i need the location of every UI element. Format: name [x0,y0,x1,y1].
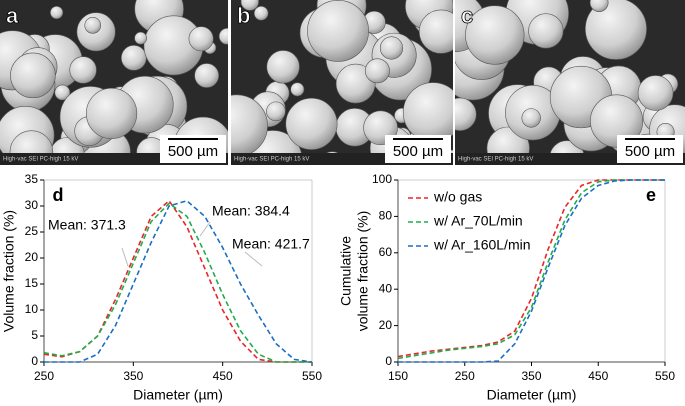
particle [9,130,54,165]
y-tick-label: 100 [372,172,392,186]
particle [253,5,269,21]
x-tick-label: 450 [588,369,608,383]
particle [637,75,674,111]
plot-frame [397,179,666,363]
particle [84,17,102,34]
particle [134,31,147,45]
annotation: Mean: 421.7 [232,236,310,252]
x-tick-label: 350 [123,369,143,383]
x-tick-label: 350 [521,369,541,383]
particle [194,63,220,88]
y-tick-label: 10 [25,302,39,316]
sem-footer: High-vac SEI PC-high 15 kV [3,157,78,163]
particle [120,45,147,71]
x-axis-label: Diameter (µm) [487,387,577,403]
y-tick-label: 30 [25,198,39,212]
legend-label: w/ Ar_160L/min [433,237,531,253]
y-tick-label: 80 [379,209,393,223]
series-line [43,202,312,363]
particle [285,97,338,150]
y-tick-label: 0 [31,354,38,368]
y-tick-label: 35 [25,172,39,186]
y-tick-label: 40 [379,281,393,295]
y-tick-label: 0 [385,354,392,368]
particle [590,94,644,148]
x-tick-label: 550 [302,369,322,383]
particle [521,108,541,128]
annotation: Mean: 384.4 [212,203,290,219]
y-tick-label: 5 [31,328,38,342]
particle [455,97,477,131]
panel-label: e [646,185,656,205]
particle [50,5,64,20]
y-tick-label: 25 [25,224,39,238]
y-tick-label: 60 [379,245,393,259]
series-line [397,179,665,358]
legend-label: w/o gas [433,189,482,205]
annotation-leader [199,221,211,237]
sem-footer: High-vac SEI PC-high 15 kV [458,157,533,163]
particle [188,26,214,52]
particle [290,82,305,97]
y-axis-label: Cumulative [338,236,354,306]
annotation-leader [244,251,263,267]
y-tick-label: 20 [25,250,39,264]
particle [379,36,404,60]
panel-label: b [237,3,250,28]
scale-label: 500 µm [168,143,218,160]
particle [266,50,300,84]
x-tick-label: 450 [213,369,233,383]
series-line [397,179,665,360]
particle [86,87,138,140]
x-tick-label: 150 [388,369,408,383]
particle [10,52,56,99]
particle [589,0,609,12]
annotation: Mean: 371.3 [48,217,126,233]
particle [528,13,564,49]
particle [364,58,390,84]
plot-frame [43,179,313,363]
x-tick-label: 550 [655,369,675,383]
x-tick-label: 250 [455,369,475,383]
panel-label: a [6,3,19,28]
y-tick-label: 15 [25,276,39,290]
y-axis-label: volume fraction (%) [355,211,371,332]
y-axis-label: Volume fraction (%) [1,210,17,332]
panel-label: d [53,185,64,205]
y-tick-label: 20 [379,318,393,332]
particle [402,82,453,143]
sem-footer: High-vac SEI PC-high 15 kV [234,157,309,163]
particle [418,9,453,54]
x-axis-label: Diameter (µm) [133,387,223,403]
particle [585,0,647,60]
particle [465,5,525,65]
sem-image: High-vac SEI PC-high 15 kV 500 µm c [455,0,685,165]
particle [69,56,97,84]
series-line [398,179,665,363]
particle [54,84,71,101]
particle [240,0,259,11]
sem-image: High-vac SEI PC-high 15 kV 500 µm a [0,0,228,165]
particle [266,101,286,122]
panel-label: c [461,3,473,28]
x-tick-label: 250 [34,369,54,383]
particle [218,27,228,45]
particle [307,0,369,62]
legend-label: w/ Ar_70L/min [433,213,523,229]
sem-image: High-vac SEI PC-high 15 kV 500 µm b [231,0,453,165]
scale-label: 500 µm [625,143,675,160]
scale-label: 500 µm [393,143,443,160]
annotation-leader [121,247,129,267]
